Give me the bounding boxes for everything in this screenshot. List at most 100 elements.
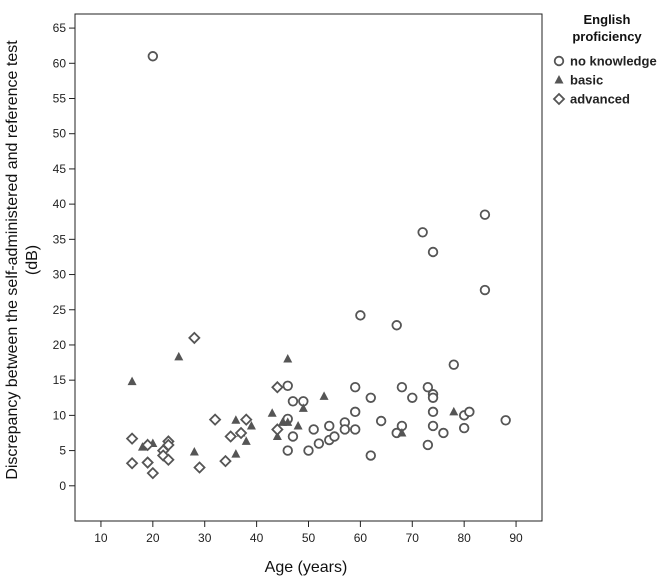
- x-tick-label: 20: [146, 531, 160, 545]
- x-tick-label: 60: [354, 531, 368, 545]
- y-tick-label: 20: [53, 338, 67, 352]
- data-point: [234, 426, 248, 440]
- data-point: [355, 310, 366, 321]
- y-tick-label: 5: [59, 444, 66, 458]
- data-point: [350, 424, 361, 435]
- x-tick-label: 70: [406, 531, 420, 545]
- data-point: [208, 413, 222, 426]
- data-point: [397, 427, 407, 437]
- data-point: [427, 406, 439, 418]
- y-tick-label: 65: [53, 21, 67, 35]
- data-point: [267, 408, 277, 417]
- data-point: [127, 376, 137, 386]
- data-point: [137, 442, 147, 451]
- data-point: [427, 420, 439, 432]
- y-tick-label: 60: [53, 56, 67, 70]
- legend-label-basic: basic: [570, 73, 603, 88]
- data-point: [427, 246, 439, 258]
- data-point: [350, 382, 361, 393]
- x-tick-label: 40: [250, 531, 264, 545]
- x-tick-label: 50: [302, 531, 316, 545]
- y-tick-label: 25: [53, 303, 67, 317]
- data-point: [313, 438, 325, 449]
- data-point: [282, 380, 293, 392]
- x-tick-label: 10: [94, 531, 108, 545]
- data-point: [365, 450, 376, 461]
- legend-label-no-knowledge: no knowledge: [570, 54, 657, 69]
- data-point: [458, 422, 470, 434]
- data-point: [448, 359, 459, 370]
- data-point: [241, 436, 251, 445]
- data-point: [329, 431, 340, 442]
- data-point: [219, 454, 232, 468]
- data-point: [246, 420, 256, 430]
- data-point: [479, 209, 491, 220]
- data-point: [193, 461, 206, 474]
- data-point: [365, 392, 376, 403]
- x-tick-label: 30: [198, 531, 212, 545]
- series-no-knowledge: [147, 51, 511, 461]
- data-point: [141, 456, 154, 469]
- data-point: [298, 403, 308, 412]
- data-point: [189, 446, 199, 456]
- data-point: [464, 406, 475, 418]
- y-tick-label: 40: [53, 197, 67, 211]
- y-tick-label: 50: [53, 127, 67, 141]
- y-tick-label: 0: [59, 479, 66, 493]
- data-point: [324, 420, 335, 432]
- legend-label-advanced: advanced: [570, 92, 630, 107]
- y-tick-label: 30: [53, 268, 67, 282]
- data-point: [375, 415, 387, 427]
- series-advanced: [125, 331, 284, 480]
- data-point: [125, 456, 139, 470]
- data-point: [303, 445, 314, 456]
- data-point: [188, 331, 201, 345]
- data-point: [417, 227, 428, 238]
- y-tick-label: 55: [53, 92, 67, 106]
- data-point: [125, 432, 139, 445]
- data-point: [239, 413, 253, 426]
- data-point: [272, 431, 282, 440]
- data-point: [287, 431, 299, 442]
- data-point: [231, 449, 241, 458]
- data-point: [147, 51, 159, 62]
- y-tick-label: 10: [53, 408, 67, 422]
- legend-title-line2: proficiency: [572, 29, 642, 44]
- data-point: [449, 406, 459, 416]
- data-point: [287, 396, 299, 407]
- data-point: [174, 351, 184, 361]
- data-point: [339, 424, 351, 435]
- data-point: [293, 420, 303, 430]
- data-point: [500, 415, 511, 426]
- data-point: [427, 392, 439, 403]
- legend-item-basic: basic: [554, 73, 603, 88]
- legend-title-line1: English: [584, 12, 631, 27]
- legend-marker-advanced: [552, 92, 566, 106]
- data-point: [308, 424, 319, 435]
- data-point: [422, 382, 434, 393]
- y-tick-label: 45: [53, 162, 67, 176]
- legend: English proficiency no knowledge basic adv…: [552, 12, 657, 107]
- data-point: [438, 427, 449, 439]
- data-point: [162, 438, 175, 452]
- y-axis-title-line2: (dB): [24, 245, 41, 275]
- y-tick-label: 15: [53, 373, 67, 387]
- data-point: [146, 466, 160, 480]
- y-axis-title: Discrepancy between the self-administere…: [4, 40, 41, 480]
- data-point: [407, 392, 418, 403]
- data-point: [271, 380, 284, 394]
- legend-marker-no-knowledge: [553, 55, 565, 67]
- x-tick-label: 90: [509, 531, 523, 545]
- data-point: [224, 430, 237, 443]
- y-tick-label: 35: [53, 232, 67, 246]
- x-axis-title: Age (years): [265, 559, 348, 576]
- data-point: [422, 439, 434, 451]
- data-point: [271, 423, 284, 436]
- legend-item-no-knowledge: no knowledge: [553, 54, 657, 69]
- data-point: [350, 406, 361, 418]
- y-axis-title-line1: Discrepancy between the self-administere…: [4, 40, 21, 480]
- data-point: [162, 453, 175, 467]
- data-point: [391, 320, 402, 331]
- data-point: [479, 284, 491, 296]
- data-point: [283, 417, 293, 426]
